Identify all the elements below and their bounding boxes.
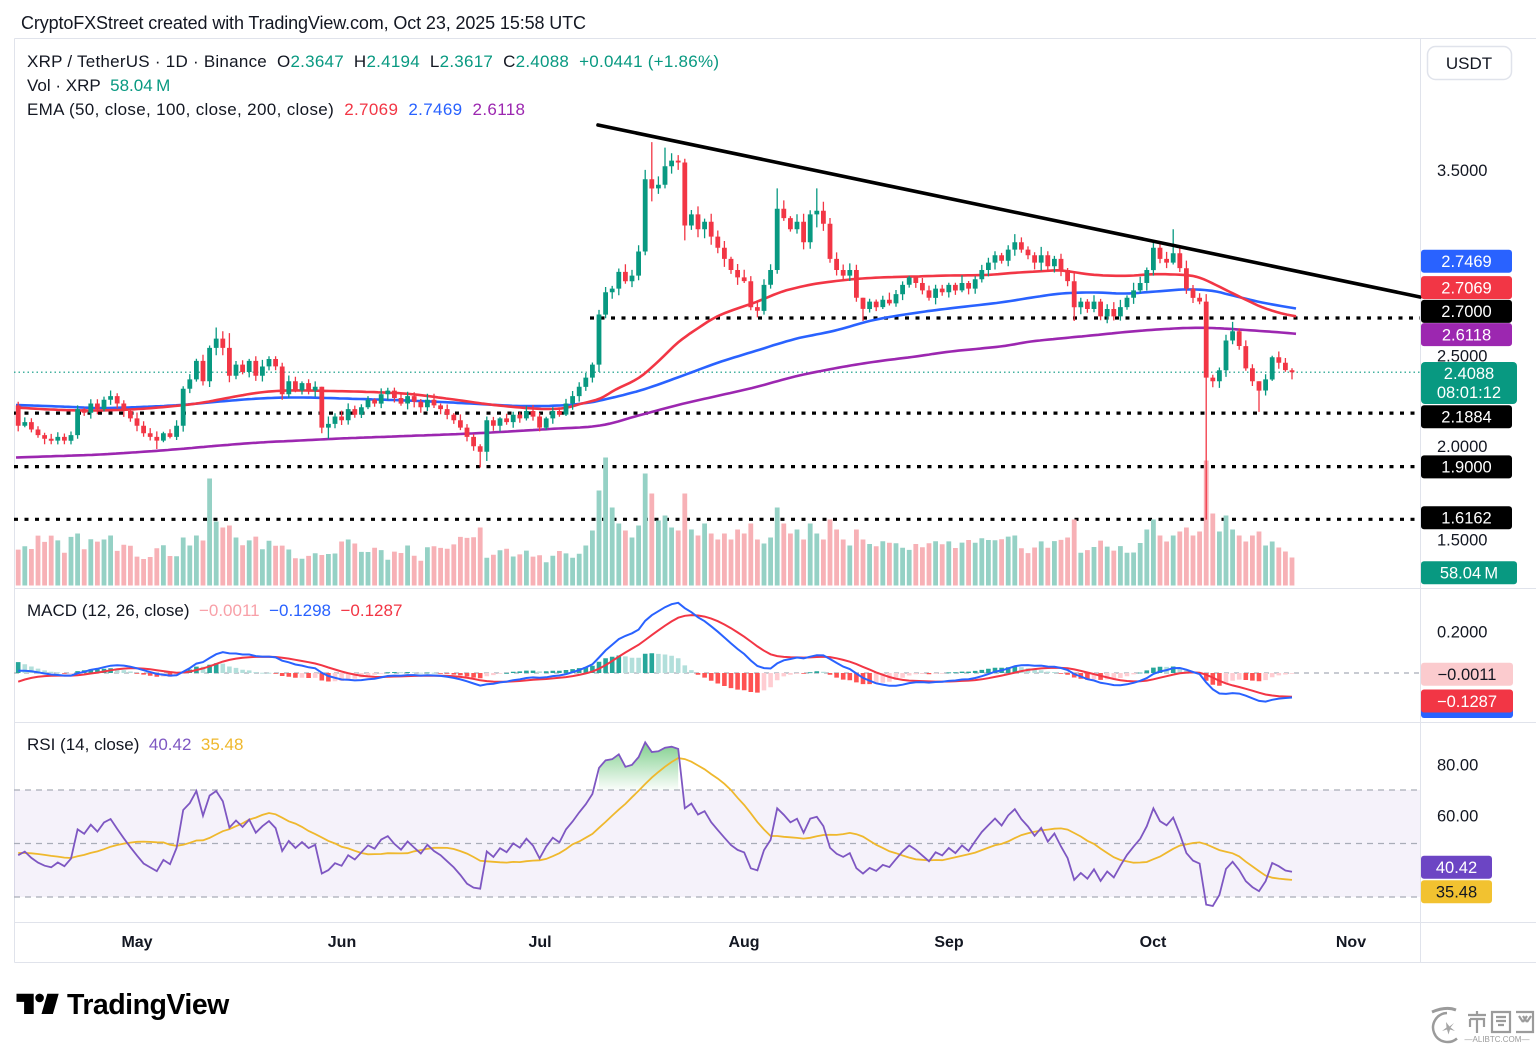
svg-text:40.42: 40.42 bbox=[1436, 859, 1477, 877]
svg-text:Jun: Jun bbox=[328, 934, 356, 951]
svg-text:58.04 M: 58.04 M bbox=[1440, 565, 1498, 583]
svg-text:CryptoFXStreet created with Tr: CryptoFXStreet created with TradingView.… bbox=[21, 13, 586, 33]
svg-text:2.4088: 2.4088 bbox=[1444, 365, 1494, 383]
svg-text:−0.0011: −0.0011 bbox=[1438, 666, 1497, 684]
svg-text:Vol · XRP 58.04 M: Vol · XRP 58.04 M bbox=[27, 76, 170, 95]
svg-text:2.7069: 2.7069 bbox=[1441, 279, 1491, 297]
svg-text:Nov: Nov bbox=[1336, 934, 1366, 951]
svg-text:2.1884: 2.1884 bbox=[1441, 409, 1491, 427]
svg-text:35.48: 35.48 bbox=[1436, 884, 1477, 902]
svg-text:XRP / TetherUS · 1D · Binance: XRP / TetherUS · 1D · Binance O2.3647 H2… bbox=[27, 52, 719, 71]
svg-text:USDT: USDT bbox=[1446, 54, 1492, 73]
svg-text:2.0000: 2.0000 bbox=[1437, 438, 1487, 456]
svg-text:Sep: Sep bbox=[934, 934, 964, 951]
svg-text:3.5000: 3.5000 bbox=[1437, 162, 1487, 180]
svg-text:80.00: 80.00 bbox=[1437, 756, 1478, 774]
svg-text:08:01:12: 08:01:12 bbox=[1437, 384, 1501, 402]
svg-text:MACD (12, 26, close) −0.0011: MACD (12, 26, close) −0.0011 −0.1298 −0.… bbox=[27, 601, 402, 620]
svg-text:RSI (14, close) 40.42 35.48: RSI (14, close) 40.42 35.48 bbox=[27, 735, 243, 754]
svg-text:0.2000: 0.2000 bbox=[1437, 623, 1487, 641]
svg-text:2.5000: 2.5000 bbox=[1437, 347, 1487, 365]
svg-text:—ALIBTC.COM—: —ALIBTC.COM— bbox=[1465, 1035, 1530, 1044]
svg-text:60.00: 60.00 bbox=[1437, 807, 1478, 825]
svg-text:1.6162: 1.6162 bbox=[1441, 510, 1491, 528]
svg-text:Aug: Aug bbox=[728, 934, 759, 951]
svg-text:TradingView: TradingView bbox=[67, 989, 230, 1021]
svg-text:1.9000: 1.9000 bbox=[1441, 459, 1491, 477]
svg-text:Jul: Jul bbox=[528, 934, 551, 951]
svg-text:Oct: Oct bbox=[1140, 934, 1167, 951]
svg-text:2.7000: 2.7000 bbox=[1441, 303, 1491, 321]
svg-text:2.7469: 2.7469 bbox=[1441, 253, 1491, 271]
svg-text:1.5000: 1.5000 bbox=[1437, 532, 1487, 550]
svg-text:May: May bbox=[121, 934, 152, 951]
svg-text:EMA (50, close, 100, close, 20: EMA (50, close, 100, close, 200, close) … bbox=[27, 100, 525, 119]
svg-text:−0.1287: −0.1287 bbox=[1437, 693, 1497, 711]
svg-text:2.6118: 2.6118 bbox=[1442, 326, 1491, 344]
